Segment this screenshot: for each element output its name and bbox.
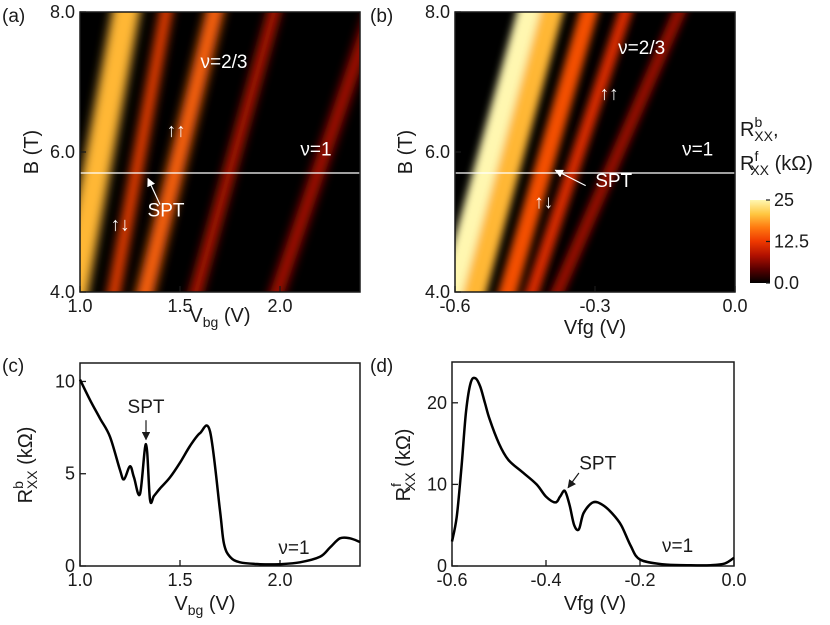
panel-a: (a) 1.0 1.5 2.0 4.0 6.0 8.0 ν=2/3 ν=1 ↑↑ ↑↓ SPT V… [2, 2, 361, 330]
x-tick-label: 2.0 [267, 296, 292, 316]
ylabel-d: RfXX (kΩ) [388, 429, 418, 502]
x-tick-label: 1.5 [167, 570, 192, 590]
spt-arrow-b [554, 169, 586, 187]
xlabel-d: Vfg (V) [564, 593, 626, 615]
panel-c: (c) 1.0 1.5 2.0 0 5 10 SPT ν=1 Vbg (V) RbXX (k… [2, 356, 361, 618]
colorbar-ticks: 25 12.5 0.0 [766, 190, 809, 293]
annotation-label: ν=2/3 [200, 52, 247, 73]
x-tick-label: -0.6 [439, 296, 470, 316]
annotation-label: ν=1 [682, 140, 713, 161]
heatmap-stripe [136, 12, 224, 292]
x-tick-label: -0.2 [624, 570, 655, 590]
annotation-label: ↑↓ [111, 214, 130, 235]
colorbar-tick-label: 0.0 [774, 273, 799, 293]
colorbar-tick-label: 25 [774, 190, 794, 210]
y-tick-label: 6.0 [50, 142, 75, 162]
panel-label-a: (a) [2, 6, 25, 27]
x-tick-label: 1.0 [67, 570, 92, 590]
annotation-label: ν=1 [300, 140, 331, 161]
y-tick-label: 4.0 [425, 282, 450, 302]
heatmap-stripe [463, 12, 564, 292]
y-tick-label: 10 [55, 371, 75, 391]
y-tick-label: 4.0 [50, 282, 75, 302]
plot-d-axes: -0.6 -0.4 -0.2 0.0 0 10 20 [427, 393, 747, 590]
colorbar-gradient [750, 200, 770, 283]
panel-label-d: (d) [370, 356, 393, 377]
ylabel-b: B (T) [395, 130, 417, 174]
plot-c-axes: 1.0 1.5 2.0 0 5 10 [55, 371, 293, 590]
xlabel-b: Vfg (V) [564, 317, 626, 339]
annotation-label: ν=1 [278, 538, 309, 559]
x-tick-label: -0.3 [579, 296, 610, 316]
panel-label-c: (c) [2, 356, 24, 377]
colorbar-tick-label: 12.5 [774, 232, 809, 252]
colorbar-title-line1: Rb XX, [740, 114, 779, 144]
colorbar: Rb XX, Rf XX (kΩ) 25 12.5 0.0 [740, 114, 813, 293]
y-tick-label: 0 [65, 556, 75, 576]
annotation-label: SPT [148, 200, 185, 221]
y-tick-label: 8.0 [50, 2, 75, 22]
y-tick-label: 6.0 [425, 142, 450, 162]
plot-c-series-line [78, 379, 361, 566]
heatmap-a-stripes [80, 12, 360, 292]
y-tick-label: 0 [437, 556, 447, 576]
x-tick-label: 0.0 [721, 570, 746, 590]
x-tick-label: 0.0 [722, 296, 747, 316]
plot-d-series-line [450, 376, 735, 567]
y-tick-label: 10 [427, 474, 447, 494]
annotation-label: ν=2/3 [618, 38, 665, 59]
ylabel-c: RbXX (kΩ) [10, 427, 40, 504]
x-tick-label: 1.0 [67, 296, 92, 316]
annotation-label: ν=1 [662, 536, 693, 557]
y-tick-label: 5 [65, 464, 75, 484]
heatmap-b-annotations: ν=2/3 ν=1 ↑↑ ↑↓ SPT [534, 38, 713, 213]
heatmap-stripe [270, 29, 360, 292]
heatmap-stripe [80, 12, 141, 292]
y-tick-label: 8.0 [425, 2, 450, 22]
x-tick-label: -0.6 [436, 570, 467, 590]
xlabel-a: Vbg (V) [189, 305, 250, 330]
xlabel-c: Vbg (V) [174, 593, 235, 618]
ylabel-a: B (T) [21, 130, 43, 174]
annotation-label: SPT [595, 171, 632, 192]
heatmap-stripe [524, 12, 633, 292]
annotation-label: ↑↑ [167, 121, 186, 142]
panel-b: (b) -0.6 -0.3 0.0 4.0 6.0 8.0 ν=2/3 ν=1 ↑↑ ↑↓ SPT… [370, 2, 748, 339]
heatmap-stripe [455, 12, 541, 292]
spt-arrow-d [567, 472, 580, 489]
x-tick-label: -0.4 [530, 570, 561, 590]
x-tick-label: 2.0 [267, 570, 292, 590]
plot-c-annotations: SPT ν=1 [128, 397, 310, 559]
heatmap-b-axes: -0.6 -0.3 0.0 4.0 6.0 8.0 [425, 2, 748, 316]
plot-c-frame [79, 362, 361, 567]
plot-d-annotations: SPT ν=1 [579, 454, 693, 557]
x-tick-label: 1.5 [167, 296, 192, 316]
panel-label-b: (b) [370, 6, 393, 27]
heatmap-stripe [107, 12, 173, 292]
annotation-label: ↑↑ [600, 84, 619, 105]
spt-arrow-a [147, 177, 161, 205]
heatmap-stripe [550, 12, 687, 292]
heatmap-a-axes: 1.0 1.5 2.0 4.0 6.0 8.0 [50, 2, 293, 316]
plot-d-frame [451, 361, 735, 567]
heatmap-stripe [498, 12, 599, 292]
colorbar-title-line2: Rf XX (kΩ) [740, 148, 813, 178]
y-tick-label: 20 [427, 393, 447, 413]
heatmap-stripe [189, 12, 281, 292]
annotation-label: SPT [579, 454, 616, 475]
annotation-label: SPT [128, 397, 165, 418]
annotation-label: ↑↓ [534, 192, 553, 213]
heatmap-b-stripes [455, 12, 687, 292]
heatmap-a-annotations: ν=2/3 ν=1 ↑↑ ↑↓ SPT [111, 52, 332, 235]
